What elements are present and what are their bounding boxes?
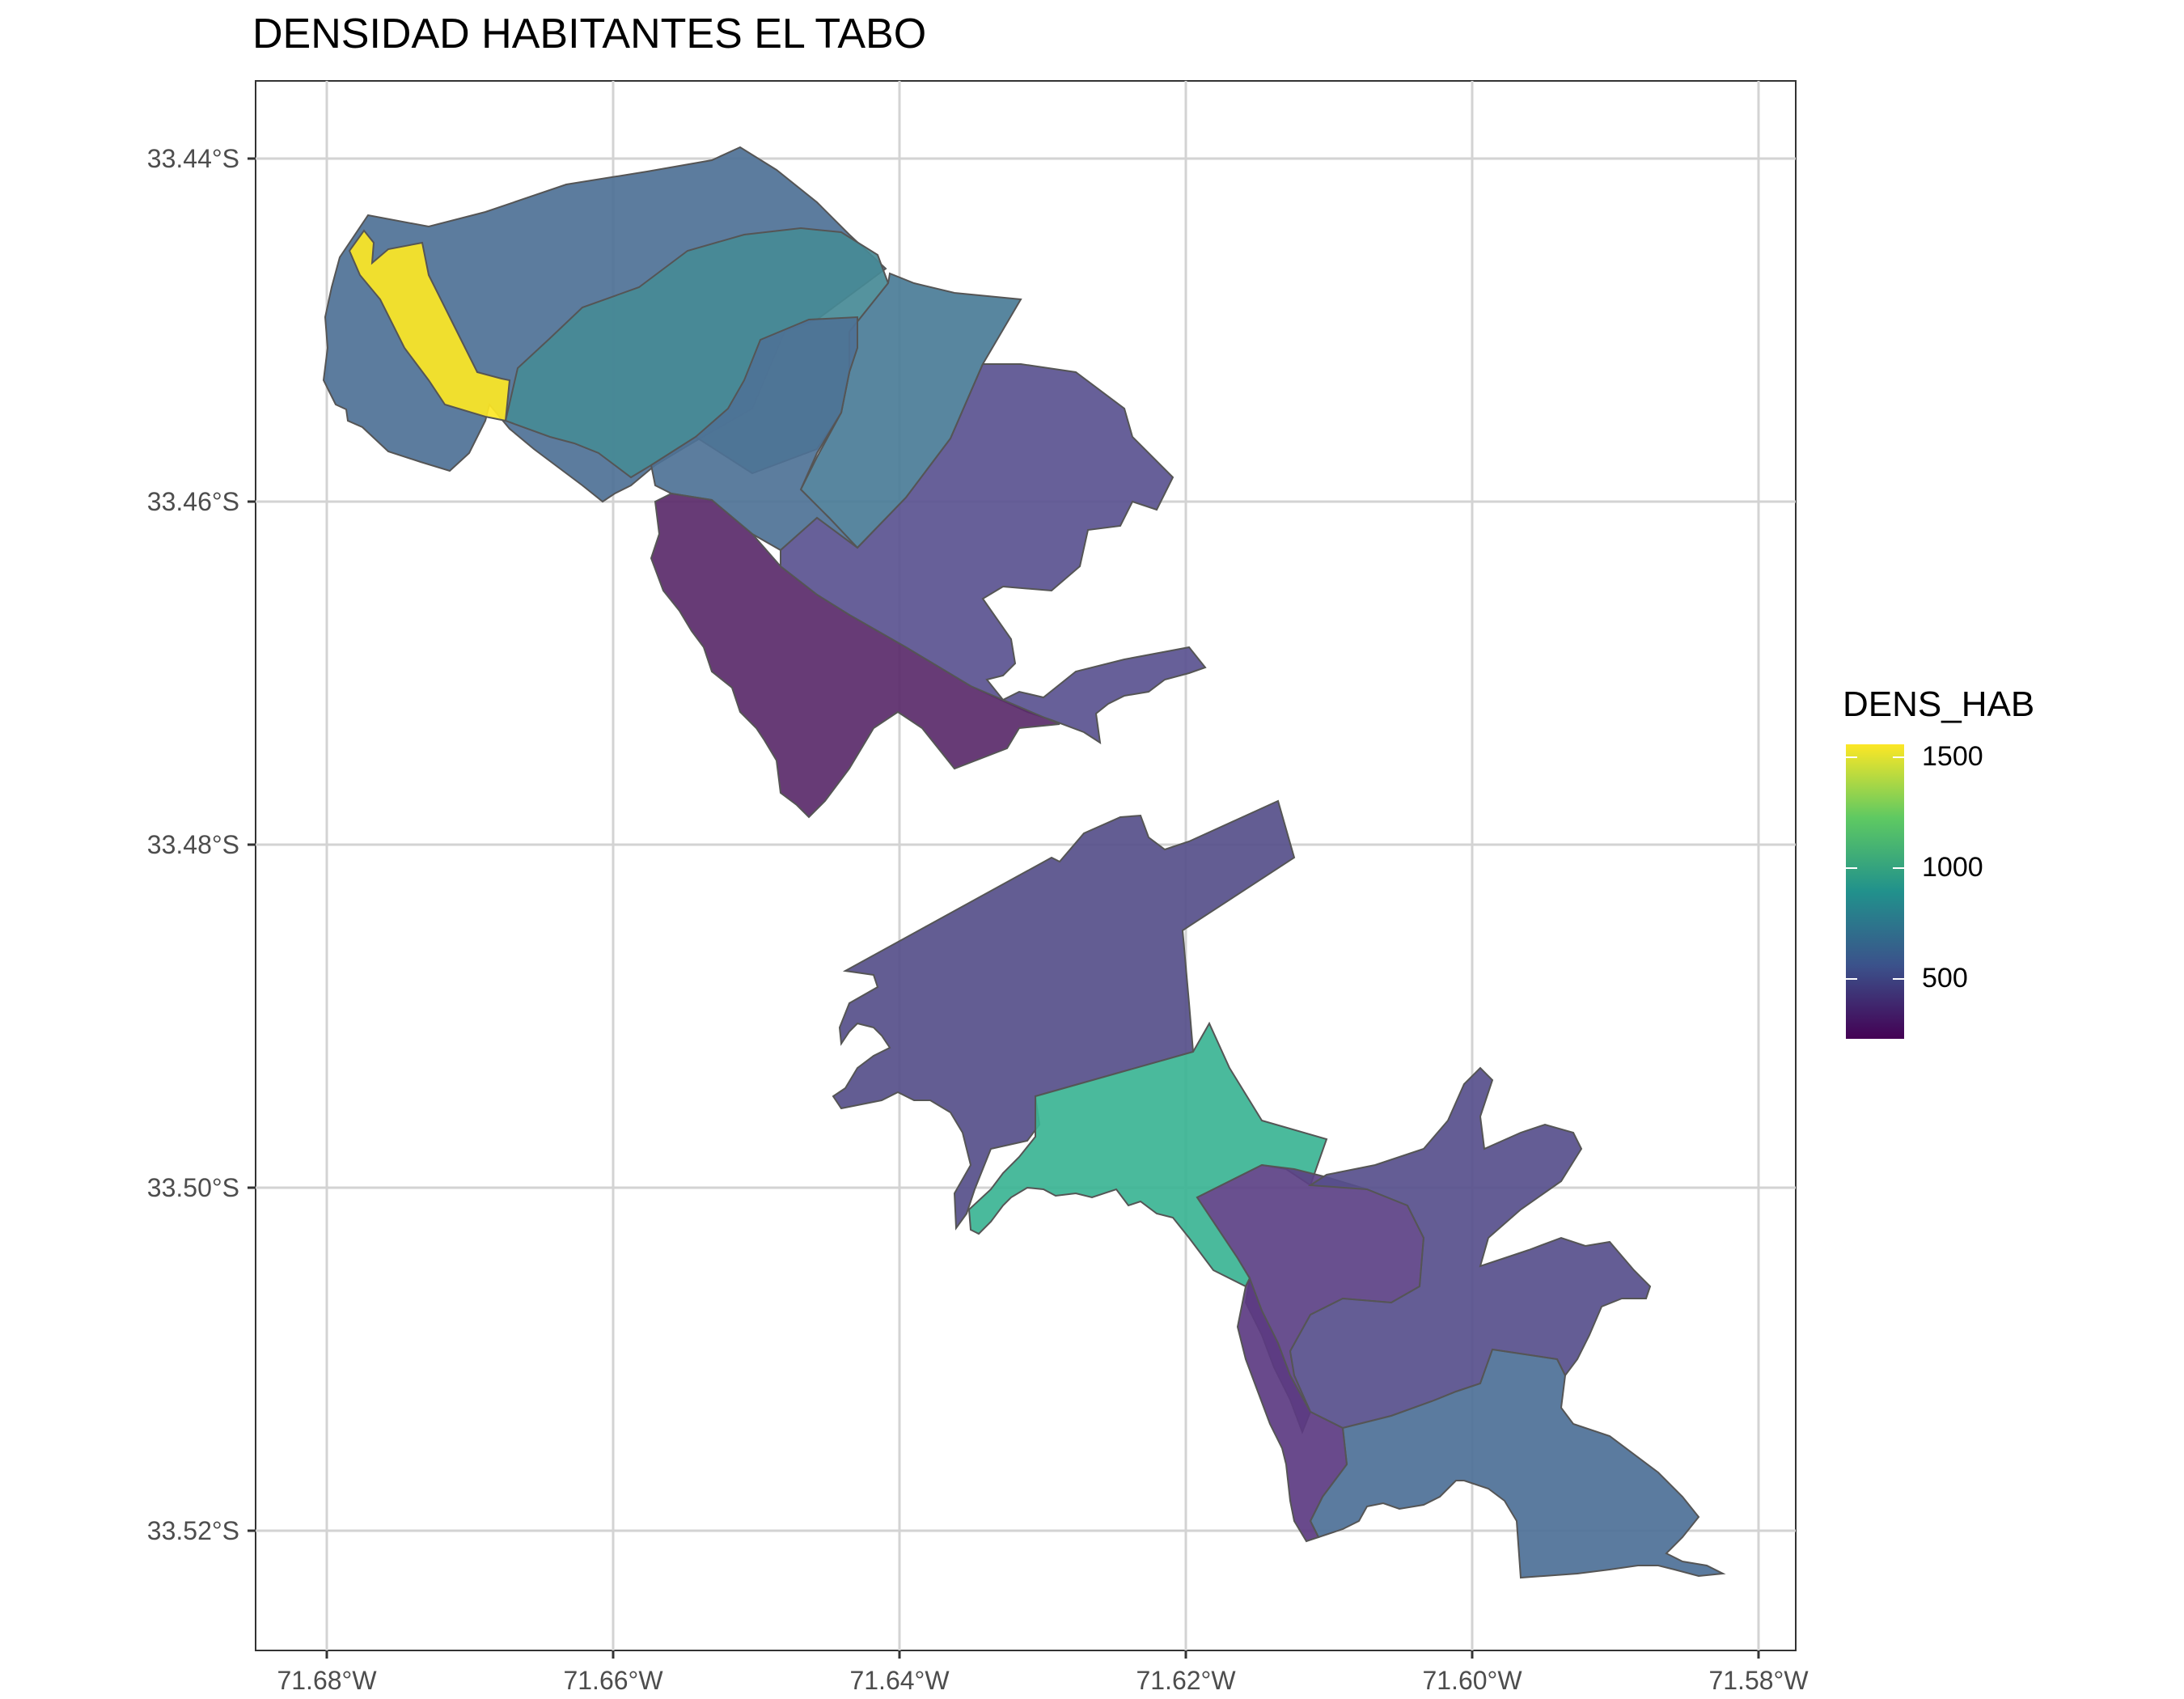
y-tick-label: 33.44°S — [147, 144, 239, 173]
y-tick-label: 33.52°S — [147, 1516, 239, 1545]
map-title: DENSIDAD HABITANTES EL TABO — [252, 11, 927, 57]
x-tick-label: 71.68°W — [277, 1666, 377, 1695]
zone-south-east — [1289, 1066, 1652, 1430]
south-region — [832, 799, 1726, 1579]
legend-label-1500: 1500 — [1922, 741, 1983, 772]
zone-south-coastal-sliver — [1236, 1276, 1348, 1543]
north-region — [322, 146, 1207, 819]
legend-label-500: 500 — [1922, 963, 1968, 994]
legend-ticks — [1846, 756, 1904, 980]
x-tick-label: 71.64°W — [849, 1666, 950, 1695]
legend-title: DENS_HAB — [1843, 684, 2035, 724]
legend-label-1000: 1000 — [1922, 852, 1983, 883]
x-tick-label: 71.58°W — [1708, 1666, 1809, 1695]
x-tick-label: 71.66°W — [563, 1666, 663, 1695]
y-tick-labels: 33.44°S 33.46°S 33.48°S 33.50°S 33.52°S — [147, 144, 239, 1545]
zone-north-south-dark — [650, 492, 1060, 819]
x-tick-label: 71.62°W — [1136, 1666, 1236, 1695]
axis-ticks — [248, 157, 1760, 1659]
y-tick-label: 33.46°S — [147, 487, 239, 516]
y-tick-label: 33.48°S — [147, 830, 239, 859]
y-tick-label: 33.50°S — [147, 1173, 239, 1202]
zone-south-tip — [1309, 1348, 1726, 1579]
x-tick-label: 71.60°W — [1422, 1666, 1522, 1695]
zone-north-yellow — [348, 229, 511, 422]
zone-south-big — [832, 799, 1296, 1231]
x-tick-labels: 71.68°W 71.66°W 71.64°W 71.62°W 71.60°W … — [277, 1666, 1809, 1695]
legend-color-bar — [1846, 744, 1904, 1039]
